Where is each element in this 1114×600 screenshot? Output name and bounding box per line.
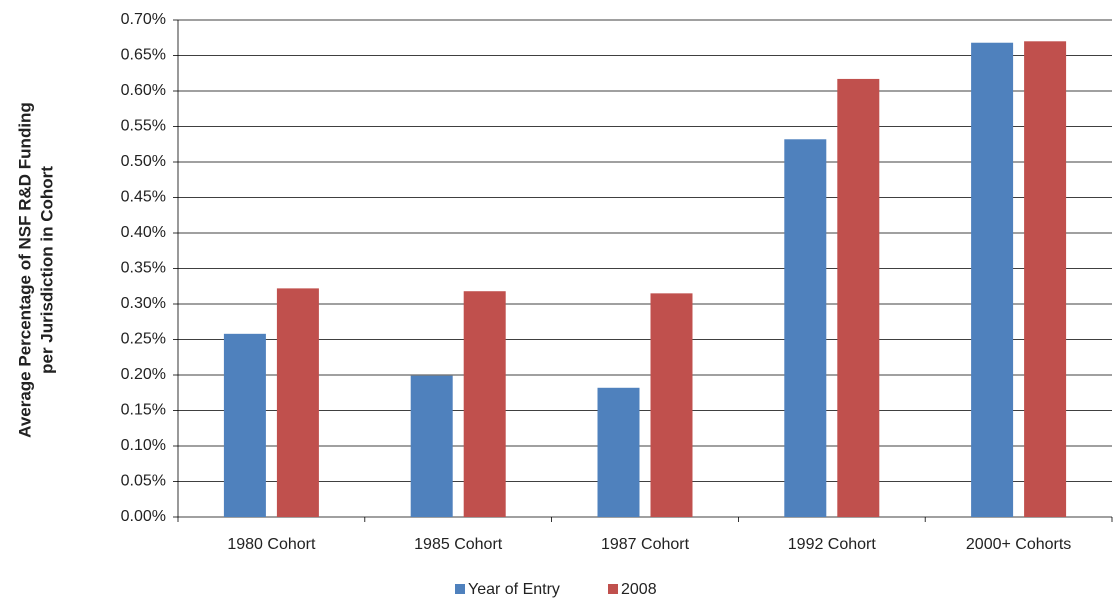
bar xyxy=(276,288,319,517)
y-tick-label: 0.55% xyxy=(121,118,166,135)
x-tick-label: 1980 Cohort xyxy=(227,536,316,553)
y-tick-label: 0.05% xyxy=(121,473,166,490)
legend-label: Year of Entry xyxy=(468,581,560,598)
x-tick-label: 1985 Cohort xyxy=(414,536,503,553)
y-tick-label: 0.60% xyxy=(121,82,166,99)
y-axis-title: Average Percentage of NSF R&D Funding xyxy=(15,102,34,438)
y-tick-label: 0.00% xyxy=(121,508,166,525)
y-tick-label: 0.15% xyxy=(121,402,166,419)
bar xyxy=(223,333,266,517)
bar xyxy=(837,78,880,518)
y-tick-label: 0.35% xyxy=(121,260,166,277)
y-tick-label: 0.10% xyxy=(121,437,166,454)
y-tick-label: 0.50% xyxy=(121,153,166,170)
x-tick-label: 2000+ Cohorts xyxy=(966,536,1071,553)
bar xyxy=(650,293,693,517)
legend-swatch xyxy=(608,584,618,594)
y-tick-label: 0.40% xyxy=(121,224,166,241)
bar xyxy=(1024,41,1067,518)
bar xyxy=(410,375,453,517)
y-tick-label: 0.25% xyxy=(121,331,166,348)
x-tick-label: 1987 Cohort xyxy=(601,536,690,553)
y-tick-label: 0.30% xyxy=(121,295,166,312)
bar xyxy=(784,139,827,517)
bar xyxy=(971,42,1014,517)
bar xyxy=(597,387,640,517)
y-tick-label: 0.65% xyxy=(121,47,166,64)
legend-label: 2008 xyxy=(621,581,657,598)
bar xyxy=(463,291,506,517)
y-tick-label: 0.20% xyxy=(121,366,166,383)
y-axis-title: per Jurisdiction in Cohort xyxy=(37,166,56,374)
x-tick-label: 1992 Cohort xyxy=(788,536,877,553)
y-tick-label: 0.45% xyxy=(121,189,166,206)
y-tick-label: 0.70% xyxy=(121,11,166,28)
legend-swatch xyxy=(455,584,465,594)
